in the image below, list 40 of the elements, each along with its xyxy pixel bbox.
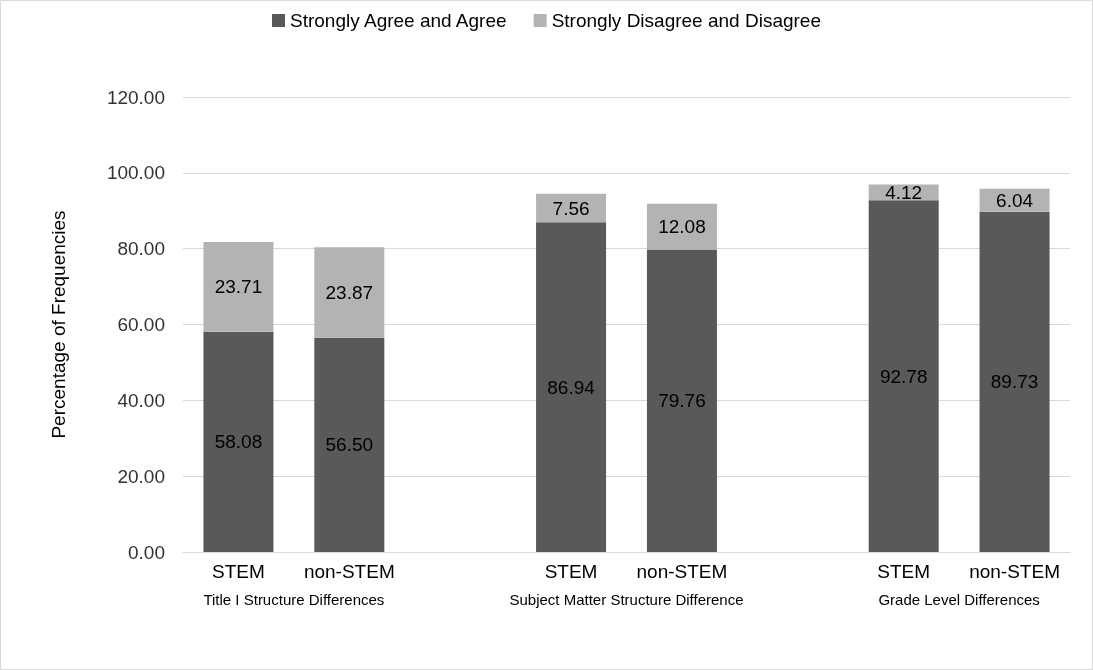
data-label: 6.04 <box>996 189 1034 211</box>
y-tick-label: 60.00 <box>117 314 165 335</box>
text: Title I Structure Differences <box>203 591 385 608</box>
data-label: 86.94 <box>547 376 596 398</box>
bar <box>868 200 939 552</box>
bar <box>314 247 385 338</box>
y-axis-title: Percentage of Frequencies <box>48 210 69 439</box>
y-tick-label: 0.00 <box>128 541 165 563</box>
x-tick-label: STEM <box>544 561 598 582</box>
legend-label: Strongly Agree and Agree <box>290 10 507 31</box>
data-label: 4.12 <box>885 181 923 203</box>
y-tick-label: 100.00 <box>106 162 165 184</box>
bar <box>979 211 1050 552</box>
text: Subject Matter Structure Difference <box>509 591 744 608</box>
y-tick-label: 80.00 <box>117 238 165 260</box>
x-tick-label: STEM <box>877 561 931 582</box>
y-tick-label: 40.00 <box>117 389 165 411</box>
data-label: 23.71 <box>214 276 263 298</box>
bar <box>203 331 274 552</box>
x-tick-label: non-STEM <box>303 561 395 582</box>
x-tick-label: non-STEM <box>636 561 728 582</box>
data-label: 23.87 <box>325 282 374 304</box>
y-tick-label: 120.00 <box>106 86 165 108</box>
bar <box>314 337 385 552</box>
data-label: 79.76 <box>658 390 706 412</box>
data-label: 12.08 <box>658 216 706 238</box>
y-tick-label: 20.00 <box>117 465 165 487</box>
data-label: 56.50 <box>325 434 374 456</box>
data-label: 89.73 <box>990 371 1039 393</box>
x-tick-label: non-STEM <box>969 561 1060 582</box>
text: Grade Level Differences <box>878 591 1040 608</box>
data-label: 7.56 <box>552 197 590 219</box>
legend-label: Strongly Disagree and Disagree <box>551 10 821 31</box>
bar <box>536 222 607 552</box>
x-tick-label: STEM <box>212 561 265 582</box>
bar <box>646 249 717 552</box>
data-label: 92.78 <box>879 365 928 387</box>
data-label: 58.08 <box>214 431 263 453</box>
bar <box>646 203 717 250</box>
bar <box>203 241 274 332</box>
